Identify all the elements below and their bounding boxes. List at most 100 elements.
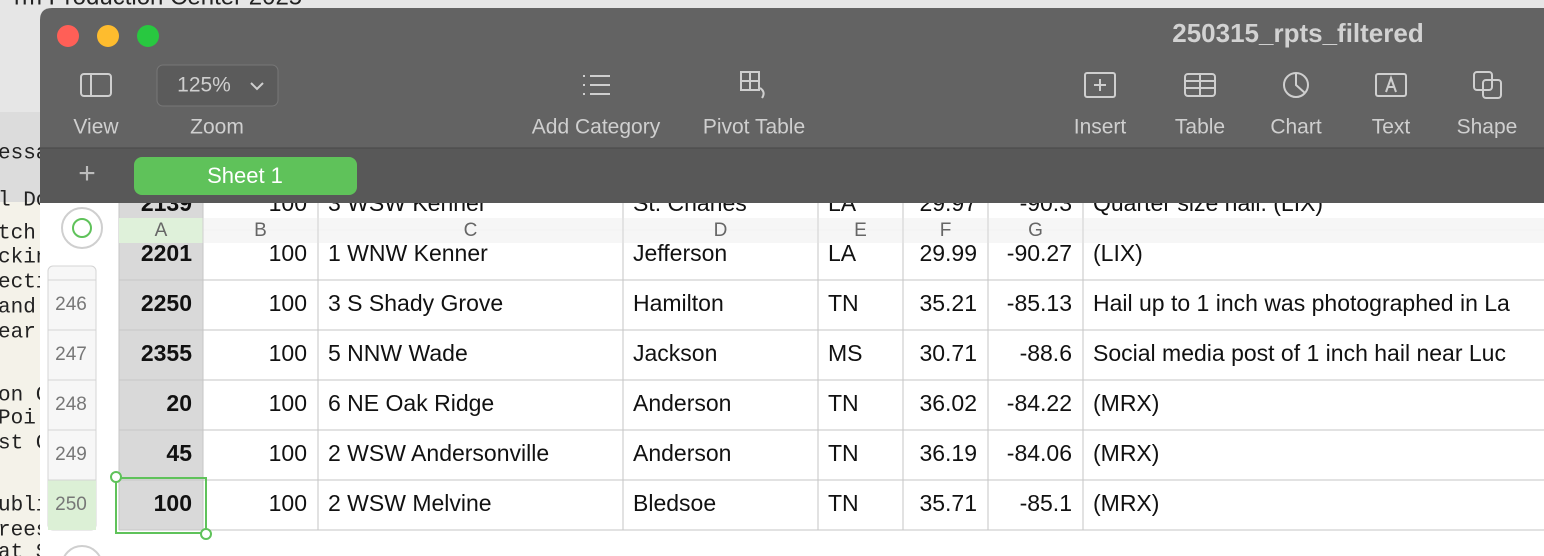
insert-icon [1094,79,1106,91]
window-title: 250315_rpts_filtered [1172,18,1423,48]
zoom-box [156,64,279,107]
row-header[interactable]: 248 [55,394,87,415]
cell[interactable]: 2250 [141,290,192,316]
cell[interactable]: TN [828,290,859,316]
cell[interactable]: -90.27 [1007,240,1072,266]
row-header[interactable]: 250 [55,494,87,515]
cell[interactable]: -88.6 [1020,340,1072,366]
chart-button[interactable]: Chart [1270,72,1322,139]
terminal-line: l Do [0,190,48,213]
cell[interactable]: 100 [269,240,307,266]
terminal-line: and [0,297,36,320]
column-header[interactable]: A [155,220,168,241]
add-category-button[interactable]: Add Category [532,75,661,139]
view-icon [80,73,112,97]
sheet-tab[interactable]: Sheet 1 [134,157,357,195]
cell[interactable]: LA [828,240,857,266]
pivot-table-button[interactable]: Pivot Table [703,71,805,139]
cell[interactable]: 2 WSW Melvine [328,490,492,516]
cell[interactable]: (MRX) [1093,390,1159,416]
cell[interactable]: 1 WNW Kenner [328,240,488,266]
table-button[interactable]: Table [1175,73,1225,139]
cell[interactable]: TN [828,490,859,516]
cell[interactable]: TN [828,390,859,416]
cell[interactable]: 36.02 [919,390,977,416]
cell[interactable]: 100 [269,340,307,366]
cell[interactable]: Social media post of 1 inch hail near Lu… [1093,340,1506,366]
cell[interactable]: 6 NE Oak Ridge [328,390,494,416]
cell[interactable]: 2355 [141,340,192,366]
selection-handle[interactable] [110,471,122,483]
text-icon [1385,75,1397,93]
cell[interactable]: 45 [166,440,192,466]
row-header[interactable]: 247 [55,344,87,365]
table-handle[interactable] [62,545,102,556]
column-header[interactable]: E [854,220,867,241]
cell[interactable]: 35.71 [919,490,977,516]
cell[interactable]: 5 NNW Wade [328,340,468,366]
zoom-button[interactable] [137,25,159,47]
column-header[interactable]: F [940,220,952,241]
background-title: rm Production Center 2025 [14,0,302,10]
column-header[interactable]: C [464,220,478,241]
cell[interactable]: 29.99 [919,240,977,266]
cell[interactable]: -85.13 [1007,290,1072,316]
cell[interactable]: -85.1 [1020,490,1072,516]
table-label: Table [1175,116,1225,139]
minimize-button[interactable] [97,25,119,47]
shape-icon [1482,79,1502,99]
cell[interactable]: MS [828,340,863,366]
cell[interactable]: Jefferson [633,240,727,266]
row-header[interactable]: 246 [55,294,87,315]
cell[interactable]: Anderson [633,390,731,416]
column-header-selected [119,218,203,243]
cell[interactable]: -84.06 [1007,440,1072,466]
cell[interactable]: 3 S Shady Grove [328,290,503,316]
selection [115,477,207,534]
cell[interactable]: 100 [154,490,192,516]
terminal-line: ecti [0,272,48,295]
cell[interactable]: 100 [269,490,307,516]
shape-button[interactable]: Shape [1457,71,1518,139]
terminal-line: st C [0,433,48,456]
close-button[interactable] [57,25,79,47]
cell[interactable]: -84.22 [1007,390,1072,416]
text-button[interactable]: Text [1372,73,1411,139]
terminal-line: ckin [0,247,48,270]
cell[interactable]: Bledsoe [633,490,716,516]
selection-handle[interactable] [200,528,212,540]
zoom-control[interactable]: 125% Zoom [156,64,279,139]
cell[interactable]: Hail up to 1 inch was photographed in La [1093,290,1510,316]
cell[interactable]: (LIX) [1093,240,1143,266]
insert-label: Insert [1074,116,1127,139]
cell[interactable]: 2 WSW Andersonville [328,440,549,466]
insert-button[interactable]: Insert [1074,72,1127,139]
column-header[interactable]: D [714,220,728,241]
column-header[interactable]: G [1028,220,1043,241]
cell[interactable]: 20 [166,390,192,416]
add-sheet-button[interactable]: + [78,157,96,190]
table-handle[interactable] [61,207,103,249]
cell[interactable]: 100 [269,290,307,316]
cell[interactable]: Hamilton [633,290,724,316]
cell[interactable]: 35.21 [919,290,977,316]
chart-label: Chart [1270,116,1322,139]
cell[interactable]: 2201 [141,240,192,266]
cell[interactable]: 100 [269,440,307,466]
cell[interactable]: (MRX) [1093,440,1159,466]
cell[interactable]: Anderson [633,440,731,466]
view-button[interactable]: View [73,73,119,139]
cell[interactable]: 30.71 [919,340,977,366]
row-header[interactable]: 249 [55,444,87,465]
cell[interactable]: 100 [269,390,307,416]
cell[interactable]: Jackson [633,340,717,366]
cell[interactable]: 36.19 [919,440,977,466]
cell[interactable]: TN [828,440,859,466]
table-icon [1185,74,1215,96]
zoom-label: Zoom [190,116,244,139]
terminal-line: tch [0,223,36,246]
pivot-table-label: Pivot Table [703,116,805,139]
cell[interactable]: (MRX) [1093,490,1159,516]
column-header[interactable]: B [254,220,267,241]
